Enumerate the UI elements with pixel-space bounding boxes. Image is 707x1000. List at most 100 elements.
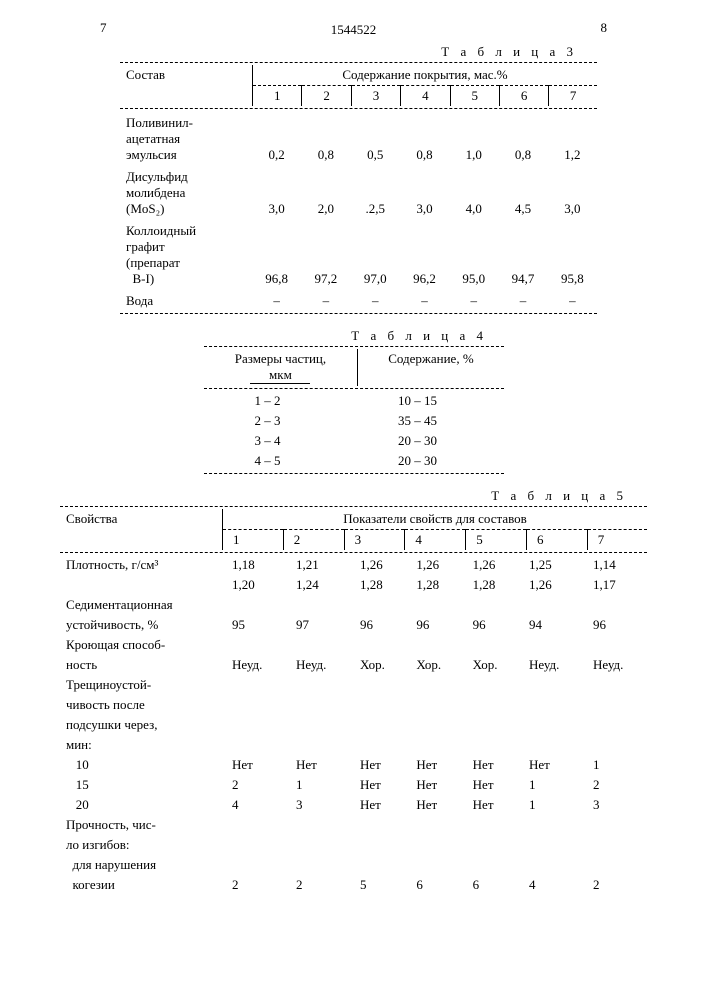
t5-col-2: 2 bbox=[283, 530, 344, 551]
t5-cell bbox=[406, 715, 462, 735]
t5-cell: Неуд. bbox=[286, 655, 350, 675]
t5-cell bbox=[406, 835, 462, 855]
t5-cell bbox=[350, 695, 406, 715]
t5-cell: 96 bbox=[406, 615, 462, 635]
t5-cell: 1,26 bbox=[406, 555, 462, 575]
t5-cell bbox=[350, 735, 406, 755]
page-right: 8 bbox=[601, 20, 608, 36]
t5-cell bbox=[406, 815, 462, 835]
doc-number: 1544522 bbox=[40, 22, 667, 38]
t5-cell: 1,25 bbox=[519, 555, 583, 575]
t3-cell: – bbox=[351, 289, 400, 311]
t3-cell: 0,8 bbox=[301, 111, 350, 165]
t4-size: 4 – 5 bbox=[204, 451, 332, 471]
t5-row-label: мин: bbox=[60, 735, 222, 755]
t5-row-label: для нарушения bbox=[60, 855, 222, 875]
t5-cell bbox=[463, 815, 519, 835]
t3-cell: 97,0 bbox=[351, 219, 400, 289]
t5-cell: Нет bbox=[463, 755, 519, 775]
t5-row-label: чивость после bbox=[60, 695, 222, 715]
t3-cell: – bbox=[498, 289, 547, 311]
t5-cell bbox=[350, 815, 406, 835]
t5-cell bbox=[583, 675, 647, 695]
t5-cell: 1 bbox=[519, 775, 583, 795]
t5-cell: Хор. bbox=[463, 655, 519, 675]
t3-cell: – bbox=[301, 289, 350, 311]
t5-cell: Нет bbox=[463, 795, 519, 815]
t5-cell bbox=[286, 735, 350, 755]
t5-cell: Нет bbox=[350, 795, 406, 815]
t3-head: Содержание покрытия, мас.% bbox=[253, 65, 598, 86]
t5-cell: 96 bbox=[350, 615, 406, 635]
t5-cell: 2 bbox=[222, 775, 286, 795]
t5-cell: 1,21 bbox=[286, 555, 350, 575]
t3-cell: 1,2 bbox=[548, 111, 597, 165]
t5-head: Показатели свойств для составов bbox=[223, 509, 648, 530]
t5-cell bbox=[286, 635, 350, 655]
t5-row-label: ло изгибов: bbox=[60, 835, 222, 855]
t5-cell: 1,28 bbox=[350, 575, 406, 595]
t5-cell bbox=[463, 635, 519, 655]
t5-cell bbox=[222, 735, 286, 755]
t3-cell: 4,0 bbox=[449, 165, 498, 219]
t3-cell: 0,2 bbox=[252, 111, 301, 165]
t5-cell: Нет bbox=[406, 775, 462, 795]
t5-cell bbox=[222, 855, 286, 875]
t5-cell bbox=[583, 635, 647, 655]
t5-cell: 6 bbox=[406, 875, 462, 895]
t5-cell bbox=[583, 715, 647, 735]
t3-cell: – bbox=[548, 289, 597, 311]
t5-cell: 1 bbox=[583, 755, 647, 775]
t3-cell: 1,0 bbox=[449, 111, 498, 165]
t5-row-label: Трещиноустой- bbox=[60, 675, 222, 695]
t5-cell bbox=[583, 735, 647, 755]
t5-cell: 1,20 bbox=[222, 575, 286, 595]
t5-cell bbox=[463, 595, 519, 615]
t5-cell: 6 bbox=[463, 875, 519, 895]
t5-cell bbox=[519, 695, 583, 715]
t5-cell: 1,28 bbox=[406, 575, 462, 595]
t3-cell: – bbox=[252, 289, 301, 311]
t4-size: 1 – 2 bbox=[204, 391, 332, 411]
t3-row-label: Вода bbox=[120, 289, 252, 311]
t3-cell: .2,5 bbox=[351, 165, 400, 219]
t5-cell: 2 bbox=[222, 875, 286, 895]
t3-cell: 0,5 bbox=[351, 111, 400, 165]
t5-cell bbox=[583, 595, 647, 615]
t5-cell bbox=[406, 595, 462, 615]
t5-row-label: ность bbox=[60, 655, 222, 675]
t3-cell: 96,2 bbox=[400, 219, 449, 289]
t5-cell: 1,14 bbox=[583, 555, 647, 575]
t3-row-label: Коллоидныйграфит(препарат B-I) bbox=[120, 219, 252, 289]
t3-col-6: 6 bbox=[499, 86, 548, 107]
t5-cell: 94 bbox=[519, 615, 583, 635]
t5-cell: Нет bbox=[350, 775, 406, 795]
t5-row-label: Прочность, чис- bbox=[60, 815, 222, 835]
t5-cell bbox=[406, 675, 462, 695]
t5-col-5: 5 bbox=[466, 530, 527, 551]
t5-cell bbox=[286, 835, 350, 855]
t4-h1b: мкм bbox=[250, 367, 310, 384]
t5-cell: 1 bbox=[286, 775, 350, 795]
t3-cell: 94,7 bbox=[498, 219, 547, 289]
t3-row-label: Поливинил-ацетатнаяэмульсия bbox=[120, 111, 252, 165]
t3-col-7: 7 bbox=[549, 86, 597, 107]
t5-cell: 3 bbox=[286, 795, 350, 815]
t5-cell: 3 bbox=[583, 795, 647, 815]
t4-h1: Размеры частиц, bbox=[235, 351, 326, 366]
t5-cell: Нет bbox=[286, 755, 350, 775]
t5-cell: 5 bbox=[350, 875, 406, 895]
t3-col-1: 1 bbox=[253, 86, 302, 107]
table4-label: Т а б л и ц а 4 bbox=[40, 328, 487, 344]
t5-cell bbox=[222, 715, 286, 735]
t3-col-5: 5 bbox=[450, 86, 499, 107]
t5-cell bbox=[350, 715, 406, 735]
t5-cell: 96 bbox=[463, 615, 519, 635]
t3-cell: – bbox=[449, 289, 498, 311]
table3-label: Т а б л и ц а 3 bbox=[40, 44, 577, 60]
t5-cell: 2 bbox=[583, 775, 647, 795]
t4-content: 20 – 30 bbox=[332, 451, 504, 471]
t5-cell bbox=[350, 675, 406, 695]
t5-cell bbox=[350, 855, 406, 875]
t5-cell bbox=[406, 695, 462, 715]
